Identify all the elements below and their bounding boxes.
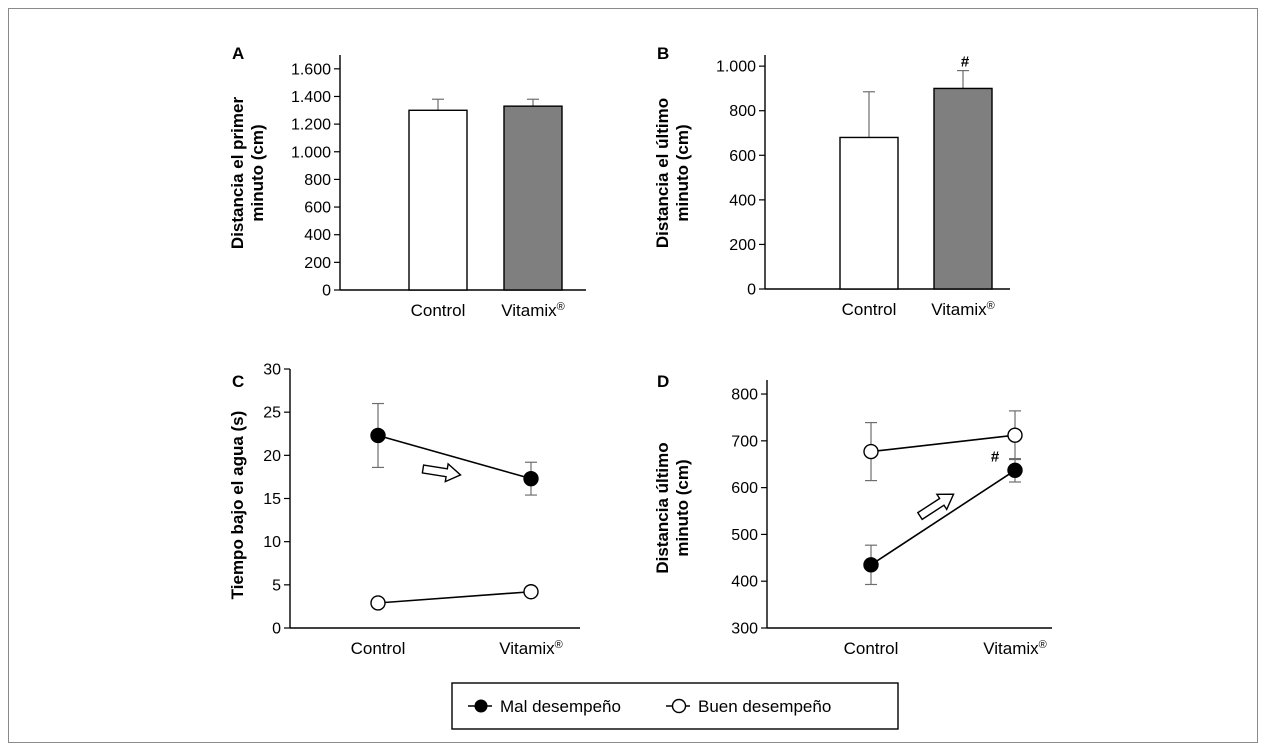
significance-mark: # xyxy=(991,448,1000,465)
y-tick-label: 200 xyxy=(304,255,331,272)
significance-mark: # xyxy=(961,54,970,71)
y-tick-label: 800 xyxy=(729,103,756,120)
ylabel-d-line2: minuto (cm) xyxy=(673,459,692,556)
ylabel-a: Distancia el primerminuto (cm) xyxy=(228,97,267,250)
y-tick-label: 400 xyxy=(731,574,758,591)
x-category-label: Vitamix® xyxy=(499,639,563,658)
panel-b: 0 200 400 600 800 1.000 Control Vitamix® # xyxy=(716,54,1010,319)
data-point-open xyxy=(1007,427,1023,443)
trend-arrow-c xyxy=(421,462,462,483)
y-tick-label: 300 xyxy=(731,621,758,638)
panel-label-a: A xyxy=(232,44,244,63)
y-tick-label: 1.400 xyxy=(291,89,331,106)
legend-item-buen: Buen desempeño xyxy=(666,697,831,716)
ylabel-a-line2: minuto (cm) xyxy=(248,124,267,221)
panel-label-c: C xyxy=(232,372,244,391)
y-tick-label: 15 xyxy=(263,491,281,508)
y-tick-label: 800 xyxy=(731,387,758,404)
bar xyxy=(503,105,563,291)
data-point-filled xyxy=(863,557,879,573)
bar xyxy=(408,109,468,291)
data-point-filled xyxy=(523,470,539,487)
bar xyxy=(933,87,993,290)
legend-label-buen: Buen desempeño xyxy=(698,697,831,716)
x-category-label: Control xyxy=(351,639,406,658)
x-category-label: Control xyxy=(844,639,899,658)
ylabel-a-line1: Distancia el primer xyxy=(228,97,247,250)
data-point-open xyxy=(370,595,386,611)
y-tick-label: 5 xyxy=(272,577,281,594)
trend-arrow-d xyxy=(916,493,955,521)
registered-mark: ® xyxy=(1039,639,1047,651)
y-tick-label: 30 xyxy=(263,362,281,379)
ylabel-c: Tiempo bajo el agua (s) xyxy=(228,411,247,600)
ylabel-b: Distancia el últimominuto (cm) xyxy=(653,98,692,248)
ylabel-d-line1: Distancia último xyxy=(653,442,672,573)
panel-label-b: B xyxy=(657,44,669,63)
x-category-label: Control xyxy=(842,300,897,319)
x-category-label: Vitamix® xyxy=(931,300,995,319)
data-point-open xyxy=(523,584,539,600)
legend-marker-open xyxy=(671,698,687,714)
y-tick-label: 400 xyxy=(304,227,331,244)
y-tick-label: 200 xyxy=(729,237,756,254)
series-line xyxy=(377,590,532,604)
y-tick-label: 1.000 xyxy=(291,144,331,161)
y-tick-label: 0 xyxy=(747,282,756,299)
y-tick-label: 700 xyxy=(731,433,758,450)
legend-marker-filled xyxy=(474,699,488,713)
y-tick-label: 600 xyxy=(729,148,756,165)
y-tick-label: 1.000 xyxy=(716,59,756,76)
series-line xyxy=(870,469,1016,566)
data-point-open xyxy=(863,443,879,460)
y-tick-label: 1.600 xyxy=(291,61,331,78)
y-tick-label: 0 xyxy=(272,621,281,638)
x-category-label: Vitamix® xyxy=(501,301,565,320)
legend-label-mal: Mal desempeño xyxy=(500,697,621,716)
y-tick-label: 500 xyxy=(731,527,758,544)
registered-mark: ® xyxy=(987,300,995,312)
data-point-filled xyxy=(370,427,386,444)
y-tick-label: 20 xyxy=(263,448,281,465)
y-tick-label: 400 xyxy=(729,192,756,209)
panel-a: 0 200 400 600 800 1.000 1.200 1.400 1.600 Control… xyxy=(291,55,586,320)
y-tick-label: 25 xyxy=(263,405,281,422)
bar xyxy=(839,136,899,290)
ylabel-d: Distancia últimominuto (cm) xyxy=(653,442,692,573)
y-tick-label: 600 xyxy=(304,200,331,217)
ylabel-b-line1: Distancia el último xyxy=(653,98,672,248)
y-tick-label: 800 xyxy=(304,172,331,189)
x-category-label: Vitamix® xyxy=(983,639,1047,658)
registered-mark: ® xyxy=(557,301,565,313)
y-tick-label: 10 xyxy=(263,534,281,551)
x-category-label: Control xyxy=(411,301,466,320)
data-point-filled xyxy=(1007,462,1023,479)
legend-item-mal: Mal desempeño xyxy=(468,697,621,716)
ylabel-b-line2: minuto (cm) xyxy=(673,124,692,221)
series-line xyxy=(870,434,1016,453)
panel-c: 0 5 10 15 20 25 30 Control Vitamix® xyxy=(263,362,580,658)
figure-frame xyxy=(8,8,1258,743)
series-line xyxy=(377,434,532,480)
legend: Mal desempeño Buen desempeño xyxy=(451,682,899,730)
y-tick-label: 600 xyxy=(731,480,758,497)
y-tick-label: 0 xyxy=(322,283,331,300)
panel-d: 300 400 500 600 700 800 Control Vitamix® # xyxy=(731,380,1052,658)
registered-mark: ® xyxy=(555,639,563,651)
y-tick-label: 1.200 xyxy=(291,117,331,134)
panel-label-d: D xyxy=(657,372,669,391)
